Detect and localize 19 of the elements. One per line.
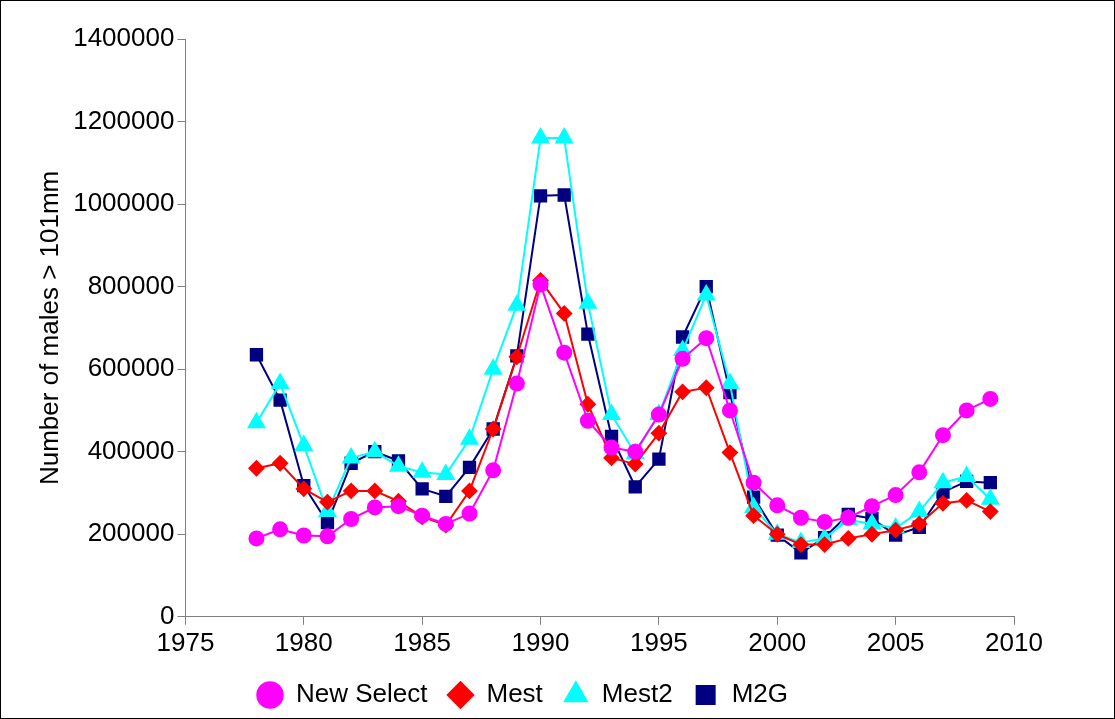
y-tick-label: 600000 — [87, 352, 175, 383]
legend-label: Mest — [486, 678, 544, 709]
legend-label: Mest2 — [601, 678, 673, 709]
x-tick-label: 2000 — [748, 626, 807, 657]
y-tick-label: 1000000 — [73, 187, 175, 218]
legend-label: New Select — [296, 678, 429, 709]
x-tick-label: 2005 — [866, 626, 925, 657]
y-tick-label: 800000 — [87, 269, 175, 300]
x-tick-label: 1995 — [629, 626, 688, 657]
legend-label: M2G — [731, 678, 788, 709]
y-tick-label: 200000 — [87, 517, 175, 548]
y-tick-label: 1400000 — [73, 22, 175, 53]
y-axis-title: Number of males > 101mm — [33, 170, 64, 486]
y-tick-label: 400000 — [87, 434, 175, 465]
x-tick-label: 1990 — [511, 626, 570, 657]
x-tick-label: 1980 — [274, 626, 333, 657]
x-tick-label: 1985 — [393, 626, 452, 657]
y-tick-label: 1200000 — [73, 104, 175, 135]
x-tick-label: 2010 — [985, 626, 1043, 657]
